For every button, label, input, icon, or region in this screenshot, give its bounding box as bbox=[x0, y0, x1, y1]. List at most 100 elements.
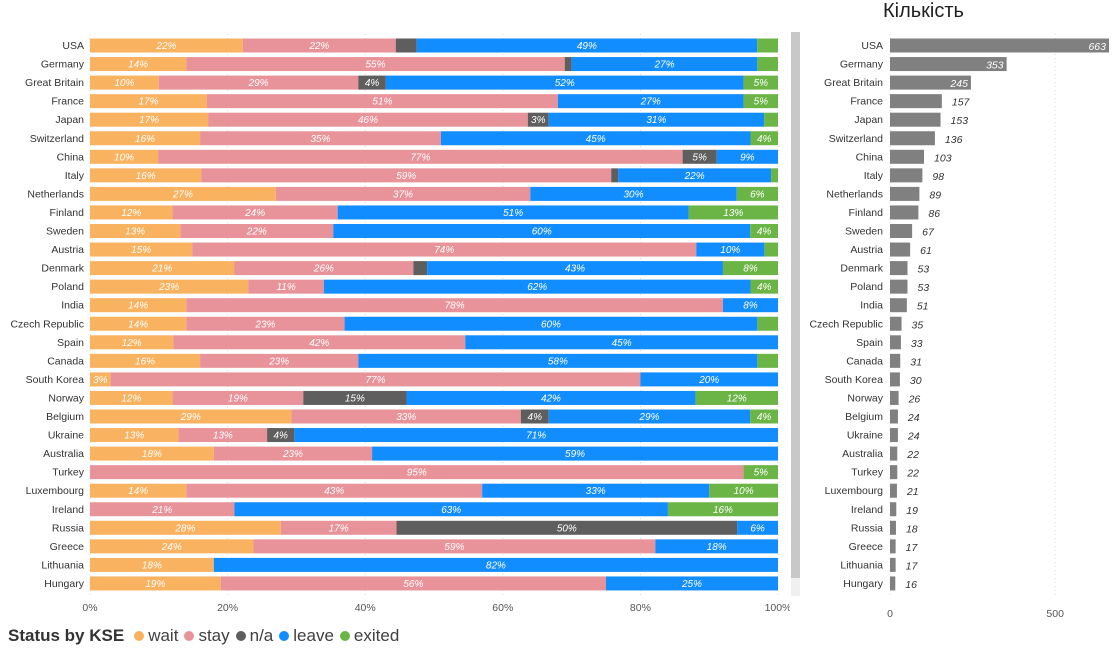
count-y-label-lithuania: Lithuania bbox=[840, 559, 883, 571]
bar-norway-stay bbox=[172, 390, 304, 405]
main-x-tick-label: 20% bbox=[217, 602, 238, 614]
data-label-luxembourg-stay: 43% bbox=[324, 486, 344, 497]
legend-item-wait[interactable]: wait bbox=[134, 626, 178, 646]
data-label-czech-republic-leave: 60% bbox=[541, 319, 561, 330]
count-bar-norway bbox=[890, 390, 899, 405]
bar-usa-stay bbox=[242, 38, 396, 53]
data-label-russia-leave: 6% bbox=[750, 523, 765, 534]
count-bar-belgium bbox=[890, 409, 898, 424]
bar-italy-wait bbox=[90, 168, 202, 183]
data-label-denmark-wait: 21% bbox=[151, 264, 172, 275]
count-value-label-hungary: 16 bbox=[905, 579, 917, 591]
bar-china-wait bbox=[90, 149, 159, 164]
count-y-label-india: India bbox=[860, 300, 883, 312]
count-value-label-poland: 53 bbox=[918, 282, 930, 294]
scrollbar-thumb[interactable] bbox=[791, 32, 800, 578]
bar-italy-n-a bbox=[611, 168, 619, 183]
count-value-label-luxembourg: 21 bbox=[906, 486, 919, 498]
main-y-label-south-korea: South Korea bbox=[26, 374, 85, 386]
data-label-finland-wait: 12% bbox=[121, 208, 141, 219]
bar-russia-leave bbox=[737, 520, 778, 535]
main-x-tick-label: 100% bbox=[765, 602, 790, 614]
legend-item-stay[interactable]: stay bbox=[184, 626, 230, 646]
bar-switzerland-leave bbox=[440, 131, 751, 146]
count-y-label-luxembourg: Luxembourg bbox=[825, 485, 884, 497]
data-label-spain-stay: 42% bbox=[309, 338, 329, 349]
count-value-label-china: 103 bbox=[934, 152, 952, 164]
data-label-switzerland-leave: 45% bbox=[586, 134, 606, 145]
bar-france-wait bbox=[90, 94, 207, 109]
count-y-label-poland: Poland bbox=[850, 281, 883, 293]
bar-canada-wait bbox=[90, 353, 201, 368]
data-label-china-n-a: 5% bbox=[692, 152, 707, 163]
bar-germany-wait bbox=[90, 57, 187, 72]
bar-austria-exited bbox=[764, 242, 778, 257]
bar-ireland-leave bbox=[234, 502, 668, 517]
bar-ukraine-n-a bbox=[267, 428, 295, 443]
data-label-norway-stay: 19% bbox=[228, 393, 248, 404]
data-label-usa-stay: 22% bbox=[308, 41, 329, 52]
count-chart-title: Кількість bbox=[883, 0, 964, 22]
data-label-france-wait: 17% bbox=[138, 97, 158, 108]
legend-swatch-wait bbox=[134, 631, 145, 641]
main-y-label-norway: Norway bbox=[48, 392, 84, 404]
count-bar-italy bbox=[890, 168, 923, 183]
data-label-japan-n-a: 3% bbox=[531, 115, 546, 126]
data-label-norway-exited: 12% bbox=[727, 393, 747, 404]
bar-ireland-exited bbox=[667, 502, 778, 517]
data-label-greece-stay: 59% bbox=[444, 542, 464, 553]
count-y-label-great-britain: Great Britain bbox=[824, 77, 883, 89]
bar-south-korea-wait bbox=[90, 372, 111, 387]
bar-luxembourg-leave bbox=[482, 483, 710, 498]
bar-austria-stay bbox=[192, 242, 697, 257]
count-value-label-usa: 663 bbox=[1088, 41, 1106, 53]
data-label-hungary-leave: 25% bbox=[681, 579, 702, 590]
count-y-label-austria: Austria bbox=[850, 244, 883, 256]
data-label-norway-n-a: 15% bbox=[345, 393, 365, 404]
count-bar-switzerland bbox=[890, 131, 935, 146]
count-y-label-france: France bbox=[850, 96, 883, 108]
count-y-label-finland: Finland bbox=[849, 207, 884, 219]
legend-swatch-exited bbox=[339, 631, 350, 641]
data-label-finland-leave: 51% bbox=[503, 208, 523, 219]
bar-japan-exited bbox=[764, 112, 778, 127]
main-x-tick-label: 60% bbox=[492, 602, 513, 614]
count-value-label-switzerland: 136 bbox=[945, 134, 963, 146]
data-label-japan-leave: 31% bbox=[646, 115, 666, 126]
bar-denmark-stay bbox=[234, 261, 414, 276]
count-value-label-ireland: 19 bbox=[906, 505, 918, 517]
data-label-norway-wait: 12% bbox=[121, 393, 141, 404]
bar-belgium-exited bbox=[750, 409, 778, 424]
bar-france-leave bbox=[557, 94, 744, 109]
count-bar-ukraine bbox=[890, 428, 898, 443]
main-y-label-hungary: Hungary bbox=[44, 578, 84, 590]
legend-label-exited: exited bbox=[353, 626, 400, 645]
bar-greece-stay bbox=[253, 539, 656, 554]
bar-sweden-leave bbox=[333, 224, 751, 238]
main-y-label-ireland: Ireland bbox=[52, 504, 84, 516]
status-stacked-bar-chart: 0% 20% 40% 60% 80% 100% USA 22% 22% 49% Germany 14%… bbox=[10, 34, 790, 614]
data-label-canada-wait: 16% bbox=[135, 356, 155, 367]
legend-item-na[interactable]: n/a bbox=[235, 626, 273, 646]
bar-japan-stay bbox=[208, 112, 528, 127]
bar-great-britain-wait bbox=[90, 75, 159, 90]
bar-sweden-wait bbox=[90, 224, 181, 238]
data-label-belgium-wait: 29% bbox=[180, 412, 201, 423]
data-label-belgium-leave: 29% bbox=[638, 412, 659, 423]
count-x-tick-label: 500 bbox=[1046, 608, 1064, 620]
data-label-ireland-leave: 63% bbox=[441, 505, 461, 516]
count-y-label-italy: Italy bbox=[864, 170, 884, 182]
count-y-label-denmark: Denmark bbox=[840, 263, 883, 275]
legend-item-exited[interactable]: exited bbox=[339, 626, 400, 646]
main-y-label-poland: Poland bbox=[51, 281, 84, 293]
data-label-sweden-stay: 22% bbox=[246, 227, 267, 238]
legend-item-leave[interactable]: leave bbox=[279, 626, 334, 646]
main-y-label-lithuania: Lithuania bbox=[41, 559, 84, 571]
main-y-label-spain: Spain bbox=[57, 337, 84, 349]
bar-india-stay bbox=[186, 298, 723, 313]
count-value-label-norway: 26 bbox=[908, 393, 921, 405]
data-label-france-exited: 5% bbox=[754, 97, 769, 108]
bar-usa-exited bbox=[757, 38, 778, 53]
data-label-poland-exited: 4% bbox=[757, 282, 772, 293]
bar-czech-republic-wait bbox=[90, 316, 187, 331]
